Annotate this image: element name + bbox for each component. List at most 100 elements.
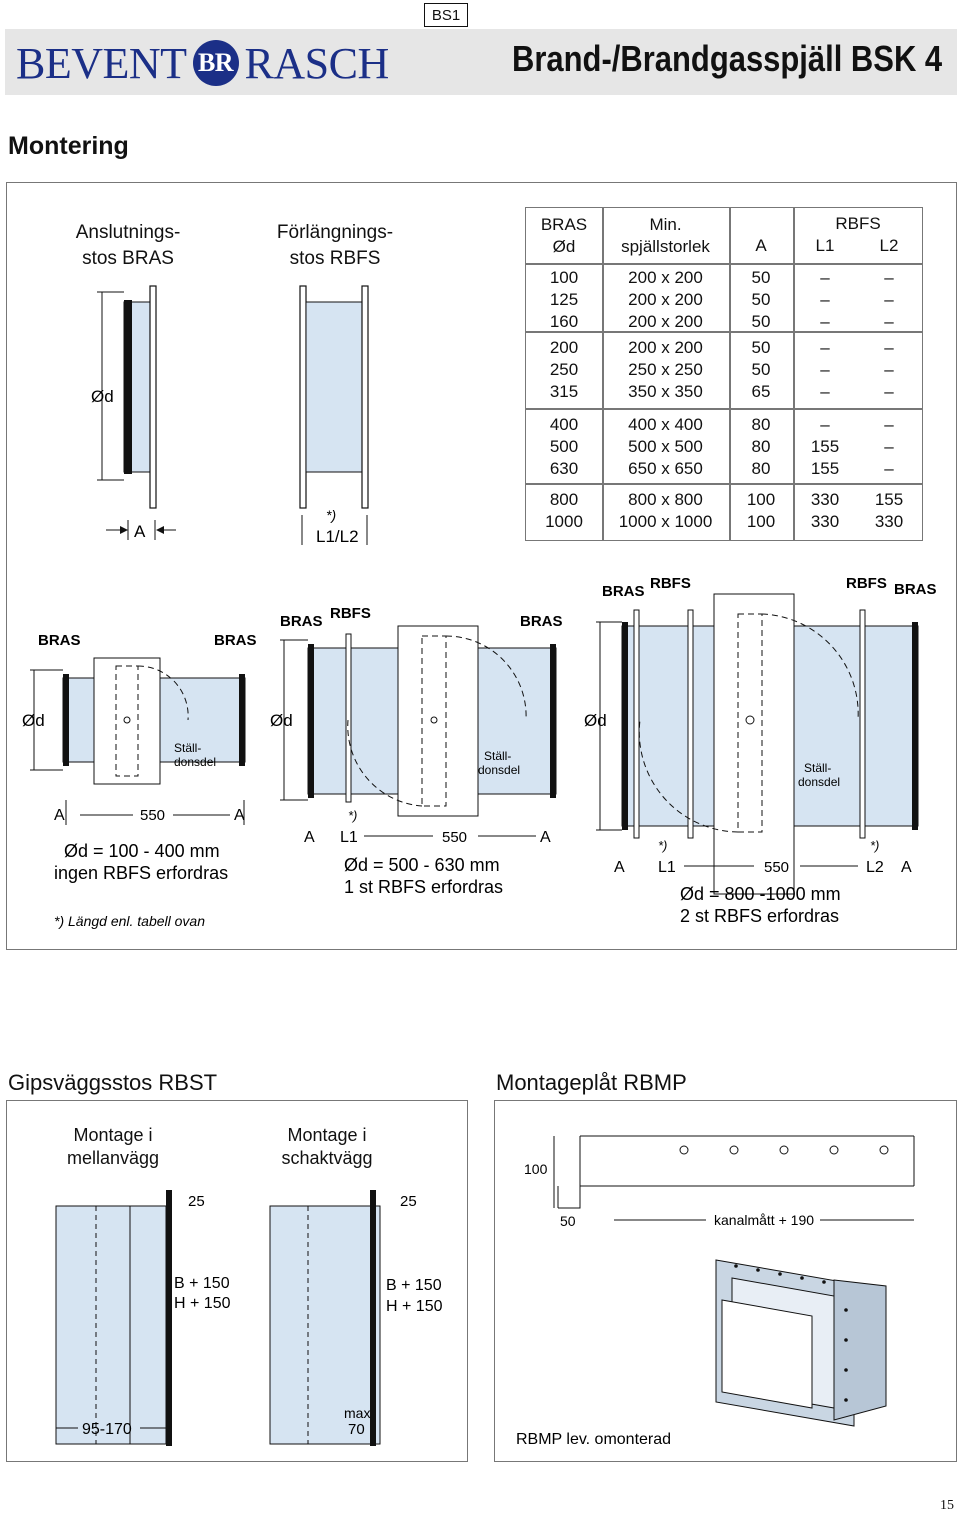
svg-text:Ställ-: Ställ-	[174, 741, 201, 755]
rbst-panel	[6, 1100, 468, 1462]
rbmp-drawing: 100 50 kanalmått + 190 RBMP lev. omonter…	[516, 1135, 915, 1448]
svg-text:95-170: 95-170	[82, 1421, 132, 1438]
table-cell: 1000	[545, 512, 583, 531]
table-cell: 250	[549, 360, 579, 379]
svg-text:550: 550	[442, 829, 467, 846]
table-cell: 155	[810, 437, 840, 456]
bras-rbfs-drawing: Ød A *) L1/L2	[91, 285, 369, 546]
table-cell: –	[884, 312, 894, 331]
page-number: 15	[940, 1498, 954, 1513]
svg-text:100: 100	[524, 1161, 548, 1177]
svg-text:*): *)	[870, 838, 879, 853]
section-heading-montering: Montering	[8, 132, 129, 160]
table-cell: 800 x 800	[628, 490, 703, 509]
svg-text:A: A	[614, 859, 625, 876]
table-cell: 100	[746, 490, 776, 509]
table-cell: 200 x 200	[628, 290, 703, 309]
svg-text:BRAS: BRAS	[38, 632, 81, 649]
svg-text:ingen RBFS erfordras: ingen RBFS erfordras	[54, 863, 228, 883]
table-cell: 500	[549, 437, 579, 456]
svg-text:B + 150: B + 150	[174, 1275, 230, 1292]
table-cell: 80	[751, 437, 771, 456]
table-cell: –	[884, 268, 894, 287]
svg-text:A: A	[54, 807, 65, 824]
svg-text:70: 70	[348, 1421, 365, 1438]
rbst-schaktvagg-label: Montage i schaktvägg	[281, 1125, 373, 1168]
table-cell: 315	[549, 382, 579, 401]
table-cell: 350 x 350	[628, 382, 703, 401]
montering-panel	[6, 182, 957, 950]
svg-text:RBFS: RBFS	[650, 575, 691, 592]
svg-text:*): *)	[326, 507, 336, 523]
svg-text:BRAS: BRAS	[520, 613, 563, 630]
svg-text:Ød = 100 - 400 mm: Ød = 100 - 400 mm	[64, 841, 220, 861]
table-cell: 200 x 200	[628, 312, 703, 331]
table-cell: –	[884, 459, 894, 478]
table-cell: 800	[549, 490, 579, 509]
table-cell: –	[884, 382, 894, 401]
table-cell: 1000 x 1000	[618, 512, 713, 531]
table-cell: 330	[810, 490, 840, 509]
svg-text:A: A	[540, 829, 551, 846]
table-cell: –	[820, 290, 830, 309]
table-cell: 630	[549, 459, 579, 478]
table-cell: –	[820, 338, 830, 357]
svg-text:RBFS: RBFS	[846, 575, 887, 592]
table-cell: –	[820, 360, 830, 379]
table-cell: 200 x 200	[628, 268, 703, 287]
svg-text:*): *)	[348, 808, 357, 823]
table-cell: 160	[549, 312, 579, 331]
od-dimension: Ød	[91, 387, 114, 406]
rbmp-panel	[494, 1100, 957, 1462]
table-cell: 330	[810, 512, 840, 531]
svg-text:*) Längd enl. tabell ovan: *) Längd enl. tabell ovan	[54, 913, 205, 929]
table-cell: –	[820, 312, 830, 331]
svg-text:donsdel: donsdel	[478, 763, 520, 777]
svg-text:H + 150: H + 150	[174, 1295, 231, 1312]
table-cell: 400 x 400	[628, 415, 703, 434]
svg-text:A: A	[234, 807, 245, 824]
svg-text:50: 50	[560, 1213, 576, 1229]
table-cell: 65	[751, 382, 771, 401]
svg-text:Ød = 800 -1000 mm: Ød = 800 -1000 mm	[680, 884, 841, 904]
document-title: Brand-/Brandgasspjäll BSK 4	[511, 38, 942, 79]
rbst-mellanvagg-label: Montage i mellanvägg	[66, 1125, 160, 1168]
svg-text:A: A	[304, 829, 315, 846]
table-cell: 125	[549, 290, 579, 309]
table-cell: –	[820, 382, 830, 401]
svg-text:A: A	[901, 859, 912, 876]
svg-text:max: max	[344, 1405, 370, 1421]
table-cell: –	[884, 290, 894, 309]
svg-text:Ød = 500 - 630 mm: Ød = 500 - 630 mm	[344, 855, 500, 875]
svg-text:BRAS: BRAS	[214, 632, 257, 649]
bras-label: Anslutnings-stos BRAS	[75, 222, 181, 269]
table-cell: 50	[751, 360, 771, 379]
svg-text:A: A	[134, 522, 146, 541]
svg-text:BRAS: BRAS	[280, 613, 323, 630]
brand-logo: BEVENT BR RASCH	[16, 38, 389, 88]
svg-text:25: 25	[400, 1193, 417, 1210]
table-cell: 250 x 250	[628, 360, 703, 379]
svg-text:RBMP lev. omonterad: RBMP lev. omonterad	[516, 1431, 671, 1448]
table-cell: 50	[751, 268, 771, 287]
table-cell: 500 x 500	[628, 437, 703, 456]
table-cell: 200	[549, 338, 579, 357]
svg-text:L1: L1	[658, 859, 676, 876]
table-cell: 80	[751, 415, 771, 434]
svg-text:RBFS: RBFS	[330, 605, 371, 622]
svg-text:Ställ-: Ställ-	[804, 761, 831, 775]
table-cell: –	[820, 415, 830, 434]
svg-text:donsdel: donsdel	[174, 755, 216, 769]
svg-text:B + 150: B + 150	[386, 1277, 442, 1294]
svg-text:donsdel: donsdel	[798, 775, 840, 789]
svg-text:1 st RBFS erfordras: 1 st RBFS erfordras	[344, 877, 503, 897]
svg-text:Ställ-: Ställ-	[484, 749, 511, 763]
svg-text:BRAS: BRAS	[602, 583, 645, 600]
installation-diagrams: Ød BRAS BRAS Ställ- donsdel A 550 A Ød =…	[22, 575, 937, 929]
svg-text:L1/L2: L1/L2	[316, 527, 359, 546]
table-cell: 155	[874, 490, 904, 509]
rbst-drawing: 25 B + 150 H + 150 95-170 25 B + 150 H +…	[55, 1190, 443, 1446]
svg-text:Ød: Ød	[270, 711, 293, 730]
table-cell: 50	[751, 312, 771, 331]
header-bar	[5, 29, 957, 95]
